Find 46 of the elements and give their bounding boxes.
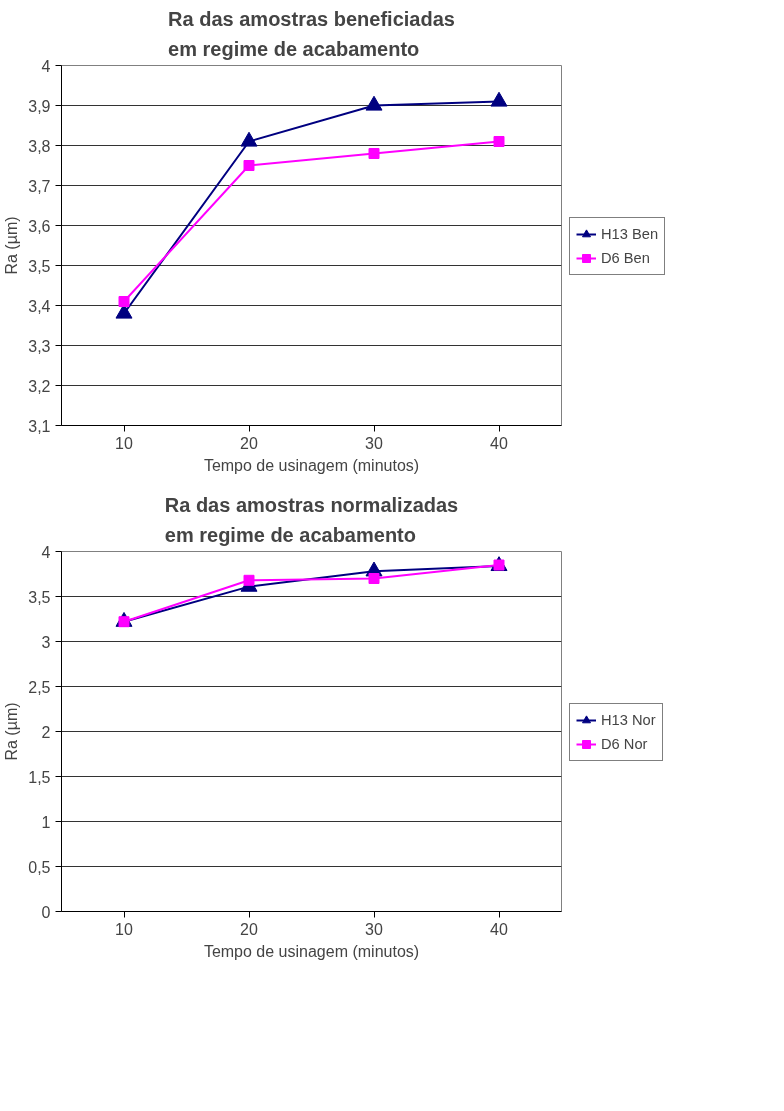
y-tick-label: 2: [41, 723, 51, 741]
legend-label: D6 Ben: [601, 250, 650, 266]
point: [490, 91, 508, 107]
x-tick-label: 30: [365, 920, 383, 938]
x-axis-title: Tempo de usinagem (minutos): [203, 456, 420, 474]
y-tick-label: 3,6: [28, 217, 51, 235]
y-tick-label: 4: [41, 543, 51, 561]
y-tick-label: 3,2: [28, 377, 51, 395]
y-tick-label: 4: [41, 57, 51, 75]
x-tick-label: 20: [240, 920, 258, 938]
point: [368, 573, 380, 584]
point: [243, 574, 255, 586]
x-tick-label: 40: [490, 434, 508, 452]
y-tick-label: 3,8: [28, 137, 51, 155]
x-tick-label: 10: [115, 920, 133, 938]
y-axis-title: Ra (µm): [3, 216, 21, 275]
x-axis-title: Tempo de usinagem (minutos): [203, 942, 420, 960]
point: [240, 131, 258, 147]
chart-title: Ra das amostras normalizadas em regime de acabamento: [164, 493, 459, 547]
point: [368, 148, 380, 159]
y-tick-label: 3,4: [28, 297, 51, 315]
x-tick-label: 20: [240, 434, 258, 452]
y-tick-label: 0: [41, 903, 51, 921]
y-tick-label: 3,7: [28, 177, 51, 195]
y-tick-label: 1: [41, 813, 51, 831]
point: [118, 296, 130, 307]
y-tick-label: 3,1: [28, 417, 51, 435]
x-tick-label: 30: [365, 434, 383, 452]
y-tick-label: 3,3: [28, 337, 51, 355]
chart-title: Ra das amostras beneficiadas em regime de acabamento: [168, 7, 455, 61]
x-tick-label: 40: [490, 920, 508, 938]
y-tick-label: 0,5: [28, 858, 51, 876]
y-tick-label: 3: [41, 633, 51, 651]
y-tick-label: 3,5: [28, 588, 51, 606]
y-axis-title: Ra (µm): [3, 702, 21, 761]
legend-label: H13 Ben: [601, 226, 659, 242]
legend-label: H13 Nor: [601, 712, 656, 728]
point: [243, 160, 255, 171]
y-tick-label: 3,9: [28, 97, 51, 115]
x-tick-label: 10: [115, 434, 133, 452]
point: [365, 95, 383, 111]
point: [493, 136, 505, 147]
y-tick-label: 3,5: [28, 257, 51, 275]
y-tick-label: 1,5: [28, 768, 51, 786]
legend-label: D6 Nor: [601, 736, 648, 752]
y-tick-label: 2,5: [28, 678, 51, 696]
